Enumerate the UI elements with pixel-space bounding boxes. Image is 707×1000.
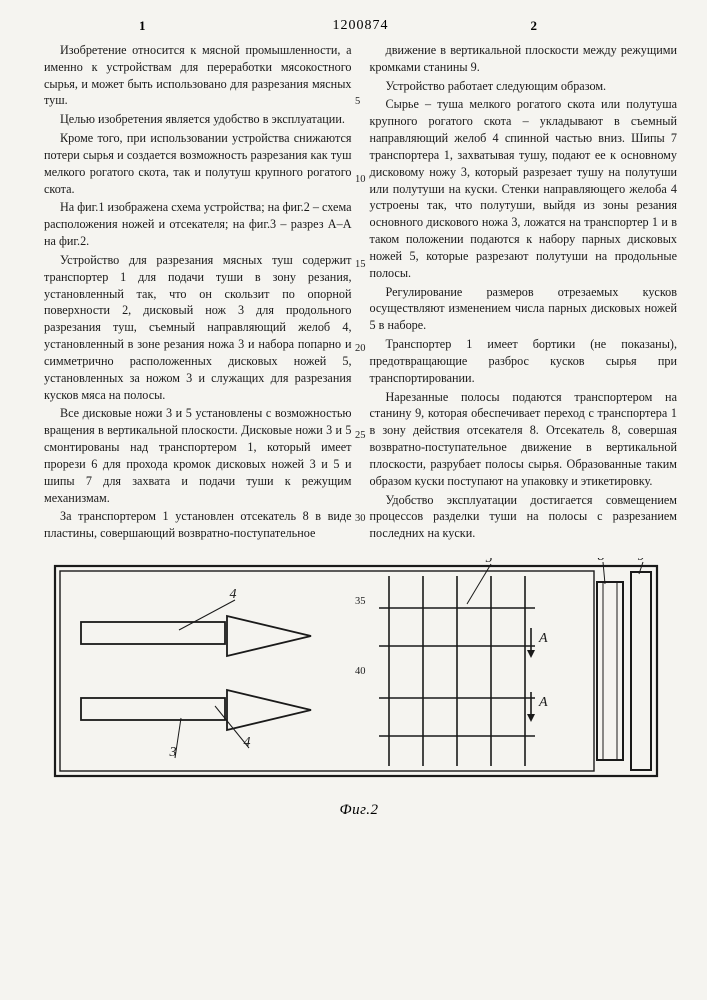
- line-marker: 5: [355, 97, 360, 108]
- paragraph: Устройство работает следующим образом.: [370, 78, 678, 95]
- right-column: движение в вертикальной плоскости между …: [370, 42, 678, 544]
- left-column: Изобретение относится к мясной промышлен…: [44, 42, 352, 544]
- text-columns: Изобретение относится к мясной промышлен…: [44, 42, 677, 544]
- paragraph: На фиг.1 изображена схема устройства; на…: [44, 199, 352, 249]
- paragraph: Сырье – туша мелкого рогатого скота или …: [370, 96, 678, 281]
- paragraph: движение в вертикальной плоскости между …: [370, 42, 678, 76]
- svg-text:3: 3: [169, 745, 177, 760]
- page: 1 2 1200874 5 10 15 20 25 30 35 40 Изобр…: [0, 0, 707, 1000]
- svg-text:9: 9: [638, 558, 645, 564]
- paragraph: За транспортером 1 установлен отсекатель…: [44, 508, 352, 542]
- paragraph: Транспортер 1 имеет бортики (не показаны…: [370, 336, 678, 386]
- paragraph: Изобретение относится к мясной промышлен…: [44, 42, 352, 109]
- line-marker: 25: [355, 431, 366, 442]
- figure-label: Фиг.2: [49, 802, 669, 819]
- page-num-left: 1: [139, 18, 146, 34]
- svg-text:4: 4: [244, 735, 251, 750]
- paragraph: Удобство эксплуатации достигается совмещ…: [370, 492, 678, 542]
- paragraph: Кроме того, при использовании устройства…: [44, 130, 352, 197]
- svg-text:8: 8: [598, 558, 605, 564]
- paragraph: Устройство для разрезания мясных туш сод…: [44, 252, 352, 403]
- line-marker: 30: [355, 514, 366, 525]
- line-marker: 10: [355, 175, 366, 186]
- svg-text:А: А: [538, 631, 548, 646]
- line-marker: 20: [355, 344, 366, 355]
- svg-text:5: 5: [486, 558, 493, 566]
- line-marker: 15: [355, 260, 366, 271]
- figure-svg: АА358944: [49, 558, 669, 798]
- paragraph: Целью изобретения является удобство в эк…: [44, 111, 352, 128]
- svg-text:4: 4: [230, 587, 237, 602]
- line-marker: 40: [355, 667, 366, 678]
- paragraph: Нарезанные полосы подаются транспортером…: [370, 389, 678, 490]
- svg-text:А: А: [538, 695, 548, 710]
- line-marker: 35: [355, 597, 366, 608]
- page-num-right: 2: [531, 18, 538, 34]
- paragraph: Все дисковые ножи 3 и 5 установлены с во…: [44, 405, 352, 506]
- paragraph: Регулирование размеров отрезаемых кусков…: [370, 284, 678, 334]
